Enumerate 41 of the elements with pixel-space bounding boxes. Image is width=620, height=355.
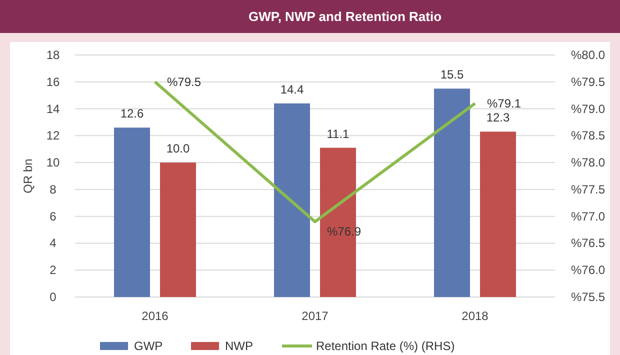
y2-tick-label: %79.5 [570, 74, 606, 89]
data-label: %79.1 [487, 96, 522, 110]
data-label: 10.0 [166, 142, 190, 156]
data-label: 14.4 [280, 82, 304, 96]
y2-tick-label: %75.5 [570, 290, 606, 304]
y2-tick-label: %77.0 [570, 209, 606, 224]
bar [480, 132, 516, 297]
chart-title: GWP, NWP and Retention Ratio [248, 9, 442, 24]
y2-tick-label: %76.0 [570, 263, 606, 278]
y-tick-label: 14 [46, 102, 60, 116]
data-label: %79.5 [167, 74, 202, 89]
bar [434, 88, 470, 297]
y-tick-label: 4 [50, 236, 57, 250]
y2-tick-label: %80.0 [570, 48, 606, 62]
legend-label: GWP [134, 339, 163, 353]
y-tick-label: 12 [46, 128, 60, 143]
y-tick-label: 0 [50, 290, 57, 304]
y-axis-title: QR bn [21, 158, 35, 194]
y2-tick-label: %76.5 [570, 236, 606, 250]
y2-tick-label: %78.5 [570, 128, 606, 143]
x-tick-label: 2018 [462, 309, 489, 323]
legend-label: Retention Rate (%) (RHS) [316, 339, 455, 353]
y-tick-label: 8 [50, 182, 57, 196]
data-label: 12.6 [120, 106, 144, 121]
y-tick-label: 16 [46, 74, 60, 89]
y-tick-label: 18 [46, 48, 60, 62]
x-tick-label: 2017 [302, 309, 329, 323]
y2-tick-label: %77.5 [570, 182, 606, 196]
x-tick-label: 2016 [142, 309, 169, 323]
y2-tick-label: %79.0 [570, 102, 606, 116]
y-tick-label: 10 [46, 156, 60, 170]
data-label: 12.3 [486, 110, 510, 125]
bar [160, 162, 196, 297]
bar [114, 128, 150, 297]
data-label: 11.1 [326, 126, 350, 141]
data-label: 15.5 [440, 68, 464, 82]
y2-tick-label: %78.0 [570, 156, 606, 170]
y-tick-label: 2 [50, 263, 57, 278]
bar [274, 103, 310, 297]
y-tick-label: 6 [50, 209, 57, 224]
legend-label: NWP [225, 339, 253, 353]
